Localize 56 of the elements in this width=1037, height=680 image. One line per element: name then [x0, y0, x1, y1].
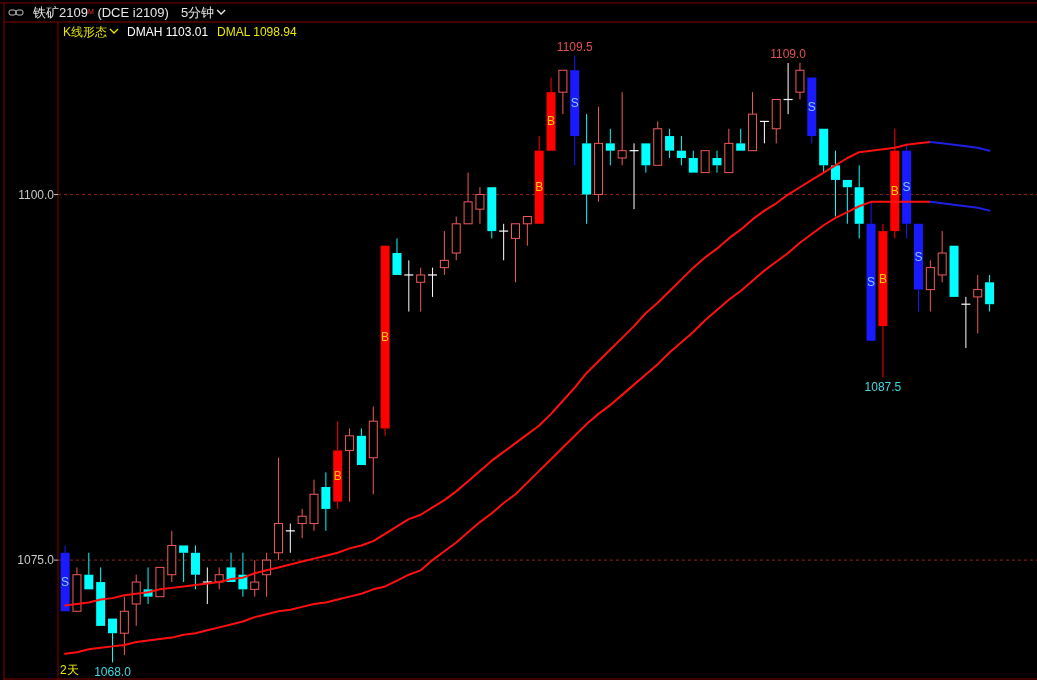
candlestick — [890, 128, 900, 239]
text: S — [570, 96, 579, 111]
annotation: 1109.5 — [556, 39, 593, 54]
line-series — [64, 140, 932, 607]
chart-subtitle: 5分钟 — [180, 5, 215, 20]
candlestick — [854, 164, 864, 239]
text: B — [878, 271, 887, 286]
candlestick — [202, 566, 213, 605]
line-series — [929, 200, 991, 212]
candlestick — [321, 471, 331, 532]
candlestick — [985, 274, 995, 313]
candlestick — [250, 559, 260, 598]
text: S — [902, 180, 911, 195]
candlestick — [439, 230, 449, 276]
candlestick — [570, 55, 580, 166]
annotation: 1068.0 — [94, 665, 132, 680]
annotation: 1087.5 — [864, 380, 902, 395]
annotation: DMAL 1098.94 — [217, 25, 297, 39]
candlestick — [475, 186, 485, 225]
annotation: 1109.0 — [770, 46, 807, 61]
candlestick — [273, 457, 283, 561]
annotation: K线形态 — [63, 25, 108, 39]
annotation: 2天 — [60, 663, 79, 677]
candlestick — [665, 128, 675, 159]
text: S — [807, 99, 816, 114]
text: S — [867, 275, 876, 290]
candlestick — [676, 135, 686, 166]
y-tick-label: 1075.0 — [17, 553, 55, 568]
candlestick — [403, 259, 414, 313]
text: S — [914, 249, 923, 264]
chart-title: 铁矿2109$^{M}$ (DCE i2109) — [32, 5, 169, 20]
candlestick — [309, 479, 319, 532]
annotation: DMAH 1103.01 — [127, 25, 209, 39]
candlestick — [973, 274, 983, 334]
candlestick — [582, 113, 592, 225]
line-series — [929, 140, 991, 152]
candlestick — [925, 259, 935, 313]
candlestick — [605, 128, 615, 166]
candlestick — [345, 428, 355, 503]
y-tick-label: 1100.0 — [18, 187, 55, 202]
candlestick — [297, 508, 307, 539]
candlestick — [167, 530, 177, 583]
text: B — [547, 114, 556, 129]
candlestick — [878, 223, 888, 378]
line-series — [64, 200, 932, 655]
text: B — [535, 180, 544, 195]
candlestick — [712, 150, 722, 174]
candlestick — [593, 106, 603, 203]
candlestick — [368, 406, 378, 495]
text: B — [890, 183, 899, 198]
candlestick — [795, 62, 805, 100]
candlestick — [333, 420, 343, 510]
text: B — [333, 469, 342, 484]
text: B — [381, 330, 390, 345]
candlestick — [119, 596, 129, 656]
text: S — [61, 575, 70, 590]
